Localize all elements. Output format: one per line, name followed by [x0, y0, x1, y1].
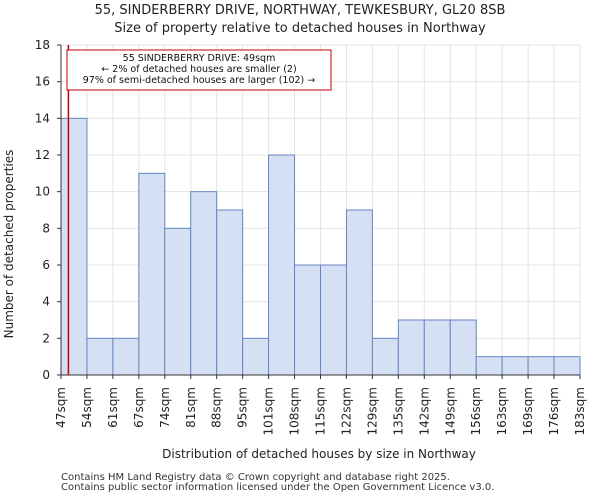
x-tick-label: 74sqm — [158, 387, 172, 428]
bar-135sqm — [397, 319, 425, 376]
y-tick-label: 10 — [35, 185, 50, 199]
bar-47sqm — [60, 117, 88, 376]
x-tick-label: 47sqm — [54, 387, 68, 428]
bar-67sqm — [138, 172, 166, 376]
chart-subtitle: Size of property relative to detached ho… — [114, 21, 486, 36]
footer-line-1: Contains HM Land Registry data © Crown c… — [61, 472, 450, 483]
y-tick-label: 8 — [42, 221, 50, 235]
x-tick-label: 156sqm — [469, 387, 483, 435]
y-tick-label: 12 — [35, 148, 50, 162]
y-tick-label: 6 — [42, 258, 50, 272]
bar-61sqm — [112, 337, 140, 376]
x-tick-label: 169sqm — [521, 387, 535, 435]
x-tick-label: 61sqm — [106, 387, 120, 428]
x-tick-label: 129sqm — [365, 387, 379, 435]
y-tick-label: 4 — [42, 295, 50, 309]
bar-101sqm — [268, 154, 296, 376]
x-tick-label: 142sqm — [417, 387, 431, 435]
bar-54sqm — [86, 337, 114, 376]
chart-title: 55, SINDERBERRY DRIVE, NORTHWAY, TEWKESB… — [95, 3, 506, 18]
x-tick-label: 95sqm — [236, 387, 250, 428]
x-tick-label: 81sqm — [184, 387, 198, 428]
bar-74sqm — [164, 227, 192, 376]
x-tick-label: 135sqm — [391, 387, 405, 435]
x-tick-label: 88sqm — [210, 387, 224, 428]
annotation-line-1: 55 SINDERBERRY DRIVE: 49sqm — [123, 53, 276, 64]
bar-156sqm — [475, 356, 503, 376]
annotation-line-2: ← 2% of detached houses are smaller (2) — [101, 64, 296, 75]
x-tick-label: 149sqm — [443, 387, 457, 435]
x-tick-label: 122sqm — [339, 387, 353, 435]
y-tick-label: 2 — [42, 331, 50, 345]
annotation-box — [66, 49, 332, 91]
x-tick-label: 67sqm — [132, 387, 146, 428]
bar-122sqm — [345, 209, 373, 376]
footer-line-2: Contains public sector information licen… — [61, 482, 495, 493]
x-tick-label: 163sqm — [495, 387, 509, 435]
bar-129sqm — [371, 337, 399, 376]
annotation-line-3: 97% of semi-detached houses are larger (… — [83, 75, 316, 86]
bar-142sqm — [423, 319, 451, 376]
x-axis-label: Distribution of detached houses by size … — [162, 447, 476, 461]
bar-176sqm — [553, 356, 581, 376]
bar-95sqm — [242, 337, 270, 376]
x-tick-label: 115sqm — [314, 387, 328, 435]
y-tick-label: 16 — [35, 75, 50, 89]
x-tick-label: 101sqm — [262, 387, 276, 435]
bar-163sqm — [501, 356, 529, 376]
bar-115sqm — [320, 264, 347, 376]
y-tick-label: 14 — [35, 111, 50, 125]
y-axis-label: Number of detached properties — [2, 150, 16, 339]
bar-81sqm — [190, 191, 218, 376]
y-tick-label: 0 — [42, 368, 50, 382]
y-tick-label: 18 — [35, 38, 50, 52]
x-tick-label: 183sqm — [573, 387, 587, 435]
bar-108sqm — [294, 264, 321, 376]
bar-149sqm — [449, 319, 477, 376]
bar-169sqm — [527, 356, 555, 376]
bar-88sqm — [216, 209, 244, 376]
x-tick-label: 54sqm — [80, 387, 94, 428]
x-tick-label: 176sqm — [547, 387, 561, 435]
x-tick-label: 108sqm — [288, 387, 302, 435]
plot-area: 0 2 4 6 8 10 12 14 16 18 47sqm 54sqm 61sqm 67sqm 74sqm… — [35, 38, 587, 435]
